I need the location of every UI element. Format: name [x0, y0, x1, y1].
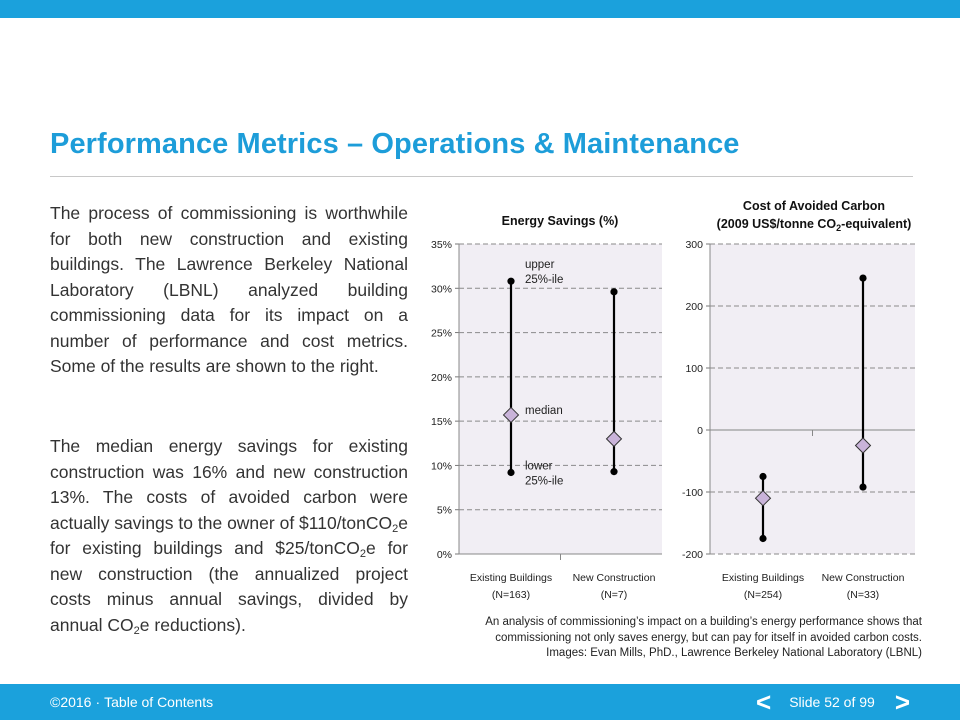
tick-label: -100	[682, 487, 703, 499]
annotation-lower: lower	[525, 461, 553, 473]
caption-description: An analysis of commissioning’s impact on…	[485, 616, 922, 644]
tick-label: 5%	[437, 505, 452, 517]
tick-label: 100	[685, 363, 703, 375]
tick-label: 25%	[431, 328, 452, 340]
upper-quartile-point	[610, 288, 618, 296]
copyright: ©2016	[50, 694, 92, 710]
gridlines	[455, 243, 662, 560]
category-count: (N=33)	[847, 589, 879, 601]
x-axis-labels: Existing Buildings (N=254) New Constructio…	[722, 572, 905, 601]
tick-label: 15%	[431, 416, 452, 428]
chart-title-line-1: Cost of Avoided Carbon	[743, 199, 885, 213]
category-label: New Construction	[573, 572, 656, 584]
tick-label: 0%	[437, 549, 452, 561]
footer-bar: ©2016 · Table of Contents < Slide 52 of 99…	[0, 684, 960, 720]
table-of-contents-link[interactable]: Table of Contents	[104, 694, 214, 710]
footer-separator: ·	[95, 694, 101, 710]
top-accent-bar	[0, 0, 960, 18]
gridlines	[706, 243, 915, 555]
tick-label: 30%	[431, 283, 452, 295]
tick-label: -200	[682, 549, 703, 561]
annotation-lower: 25%-ile	[525, 476, 563, 488]
slide-navigation: < Slide 52 of 99 >	[756, 688, 910, 716]
median-marker	[605, 430, 623, 448]
prev-slide-button[interactable]: <	[756, 687, 772, 717]
annotation-median: median	[525, 405, 563, 417]
category-label: Existing Buildings	[722, 572, 804, 584]
chart-title-part: (2009 US$/tonne CO	[717, 217, 837, 231]
caption-credit: Images: Evan Mills, PhD., Lawrence Berke…	[546, 647, 922, 659]
tick-label: 10%	[431, 460, 452, 472]
chart-title: Energy Savings (%)	[502, 214, 619, 228]
y-axis-ticks: 0% 5% 10% 15% 20% 25% 30% 35%	[431, 239, 452, 561]
median-marker	[854, 437, 872, 454]
category-count: (N=163)	[492, 589, 530, 601]
annotation-upper: 25%-ile	[525, 274, 563, 286]
chart-title-subscript: 2	[836, 223, 841, 233]
range-marks	[754, 274, 872, 543]
category-count: (N=7)	[601, 589, 628, 601]
range-marks	[502, 277, 623, 477]
lower-quartile-point	[507, 468, 515, 477]
category-count: (N=254)	[744, 589, 782, 601]
title-divider	[50, 176, 913, 177]
footer-left: ©2016 · Table of Contents	[50, 694, 213, 710]
tick-label: 300	[685, 239, 703, 251]
findings-paragraph: The median energy savings for existing c…	[50, 434, 408, 638]
plot-area	[710, 244, 915, 554]
chart-title-line-2: (2009 US$/tonne CO2-equivalent)	[717, 217, 912, 233]
subscript-2: 2	[359, 548, 367, 560]
findings-text-1: The median energy savings for existing c…	[50, 436, 408, 533]
annotations: upper 25%-ile median lower 25%-ile	[525, 259, 563, 487]
subscript-2: 2	[392, 522, 399, 535]
cost-avoided-carbon-chart: Cost of Avoided Carbon (2009 US$/tonne C…	[682, 199, 915, 601]
category-label: New Construction	[822, 572, 905, 584]
annotation-upper: upper	[525, 259, 555, 271]
chart-title-part: -equivalent)	[841, 217, 911, 231]
figure-caption: An analysis of commissioning’s impact on…	[414, 615, 922, 662]
x-axis-labels: Existing Buildings (N=163) New Constructio…	[470, 572, 656, 601]
plot-area	[459, 244, 662, 554]
median-marker	[754, 489, 772, 507]
lower-quartile-point	[610, 468, 618, 476]
tick-label: 200	[685, 301, 703, 313]
slide-title: Performance Metrics – Operations & Maint…	[50, 128, 740, 160]
upper-quartile-point	[859, 274, 867, 282]
next-slide-button[interactable]: >	[894, 687, 910, 717]
slide-number: Slide 52 of 99	[789, 694, 875, 710]
findings-text-4: e reductions).	[139, 614, 246, 635]
y-axis-ticks: -200 -100 0 100 200 300	[682, 239, 703, 561]
intro-paragraph: The process of commissioning is worthwhi…	[50, 203, 408, 376]
tick-label: 35%	[431, 239, 452, 251]
tick-label: 0	[697, 425, 703, 437]
findings-text-2: e for existing buildings and $25/tonCO	[50, 512, 408, 559]
upper-quartile-point	[507, 277, 515, 285]
findings-text-3: e for new construction (the annualized p…	[50, 538, 408, 635]
subscript-2: 2	[133, 624, 140, 637]
median-marker	[502, 406, 520, 424]
tick-label: 20%	[431, 372, 452, 384]
lower-quartile-point	[759, 534, 767, 543]
category-label: Existing Buildings	[470, 572, 552, 584]
energy-savings-chart: Energy Savings (%) 0% 5% 10% 15% 20% 25% 30% 35…	[431, 214, 662, 601]
upper-quartile-point	[759, 472, 767, 481]
lower-quartile-point	[859, 483, 867, 491]
